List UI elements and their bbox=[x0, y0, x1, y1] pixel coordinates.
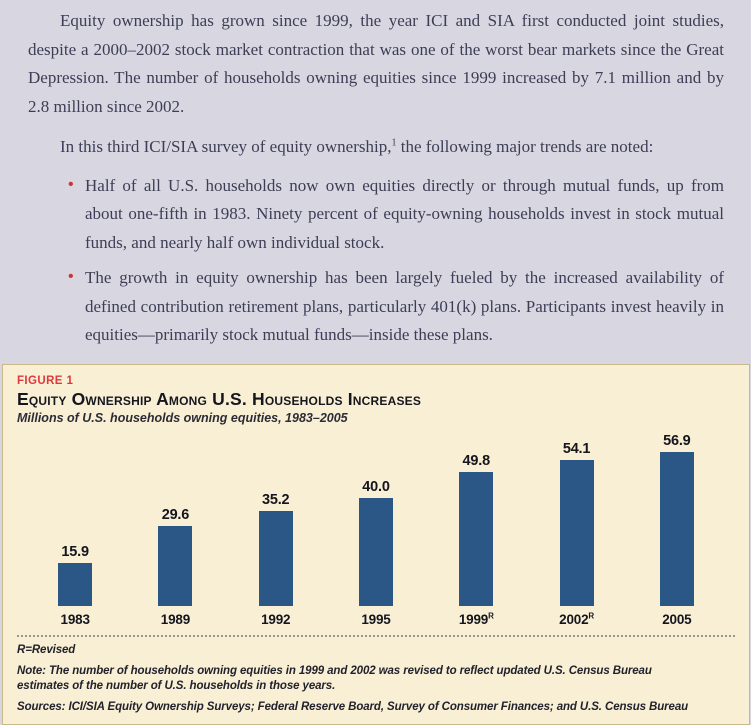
bar bbox=[58, 562, 93, 606]
bullet-icon: • bbox=[68, 268, 74, 285]
bar-value-label: 54.1 bbox=[562, 440, 591, 457]
bar-column: 15.9 1983 bbox=[25, 544, 125, 627]
bar bbox=[659, 451, 694, 606]
figure-number-label: Figure 1 bbox=[17, 374, 74, 387]
bar-value-label: 35.2 bbox=[261, 491, 290, 508]
bar-column: 40.0 1995 bbox=[326, 479, 426, 627]
bar-column: 56.9 2005 bbox=[627, 433, 727, 627]
list-item: • Half of all U.S. households now own eq… bbox=[28, 172, 724, 258]
paragraph-survey-intro: In this third ICI/SIA survey of equity o… bbox=[28, 133, 724, 162]
bar bbox=[258, 510, 293, 606]
dotted-divider bbox=[17, 634, 735, 637]
bar bbox=[559, 459, 594, 606]
paragraph-equity-growth: Equity ownership has grown since 1999, t… bbox=[28, 11, 724, 116]
bar-column: 29.6 1989 bbox=[125, 507, 225, 627]
bar-value-label: 40.0 bbox=[362, 478, 390, 495]
bullet-text-households-own-equities: Half of all U.S. households now own equi… bbox=[85, 175, 724, 252]
bar-column: 54.1 2002R bbox=[526, 441, 626, 627]
bullet-text-retirement-plans: The growth in equity ownership has been … bbox=[85, 268, 724, 344]
bar-year-label: 1999R bbox=[458, 611, 494, 627]
bar-year-label: 2005 bbox=[662, 611, 692, 627]
bar-value-label: 49.8 bbox=[462, 452, 491, 469]
paragraph-survey-intro-text: In this third ICI/SIA survey of equity o… bbox=[60, 137, 392, 156]
paragraph-survey-intro-tail: the following major trends are noted: bbox=[396, 137, 654, 156]
figure-sources: Sources: ICI/SIA Equity Ownership Survey… bbox=[17, 701, 689, 713]
bar-column: 35.2 1992 bbox=[226, 492, 326, 627]
figure-panel: Figure 1 Equity Ownership Among U.S. Hou… bbox=[2, 363, 750, 725]
trend-bullet-list: • Half of all U.S. households now own eq… bbox=[28, 172, 724, 350]
figure-subtitle: Millions of U.S. households owning equit… bbox=[17, 410, 348, 425]
bars-row: 15.9 1983 29.6 1989 35.2 1992 40.0 1995 49.8 1999… bbox=[17, 427, 735, 627]
bar bbox=[459, 471, 494, 606]
bar-year-label: 2002R bbox=[559, 611, 594, 627]
bar-value-label: 29.6 bbox=[161, 506, 190, 523]
revised-legend: R=Revised bbox=[17, 643, 76, 656]
document-text: Equity ownership has grown since 1999, t… bbox=[0, 0, 751, 350]
bar-year-label: 1989 bbox=[160, 611, 191, 627]
figure-note: Note: The number of households owning eq… bbox=[17, 665, 652, 692]
bar bbox=[158, 525, 193, 606]
bar-year-label: 1995 bbox=[361, 611, 391, 627]
footnote-marker: 1 bbox=[391, 137, 397, 149]
bar-value-label: 56.9 bbox=[663, 432, 691, 449]
bullet-icon: • bbox=[68, 175, 74, 193]
list-item: • The growth in equity ownership has bee… bbox=[28, 264, 724, 350]
bar-year-label: 1992 bbox=[261, 611, 291, 627]
figure-title: Equity Ownership Among U.S. Households I… bbox=[17, 388, 422, 409]
bar-year-label: 1983 bbox=[60, 611, 90, 627]
bar-column: 49.8 1999R bbox=[426, 453, 526, 627]
bar-value-label: 15.9 bbox=[61, 543, 89, 560]
bar bbox=[358, 497, 393, 606]
